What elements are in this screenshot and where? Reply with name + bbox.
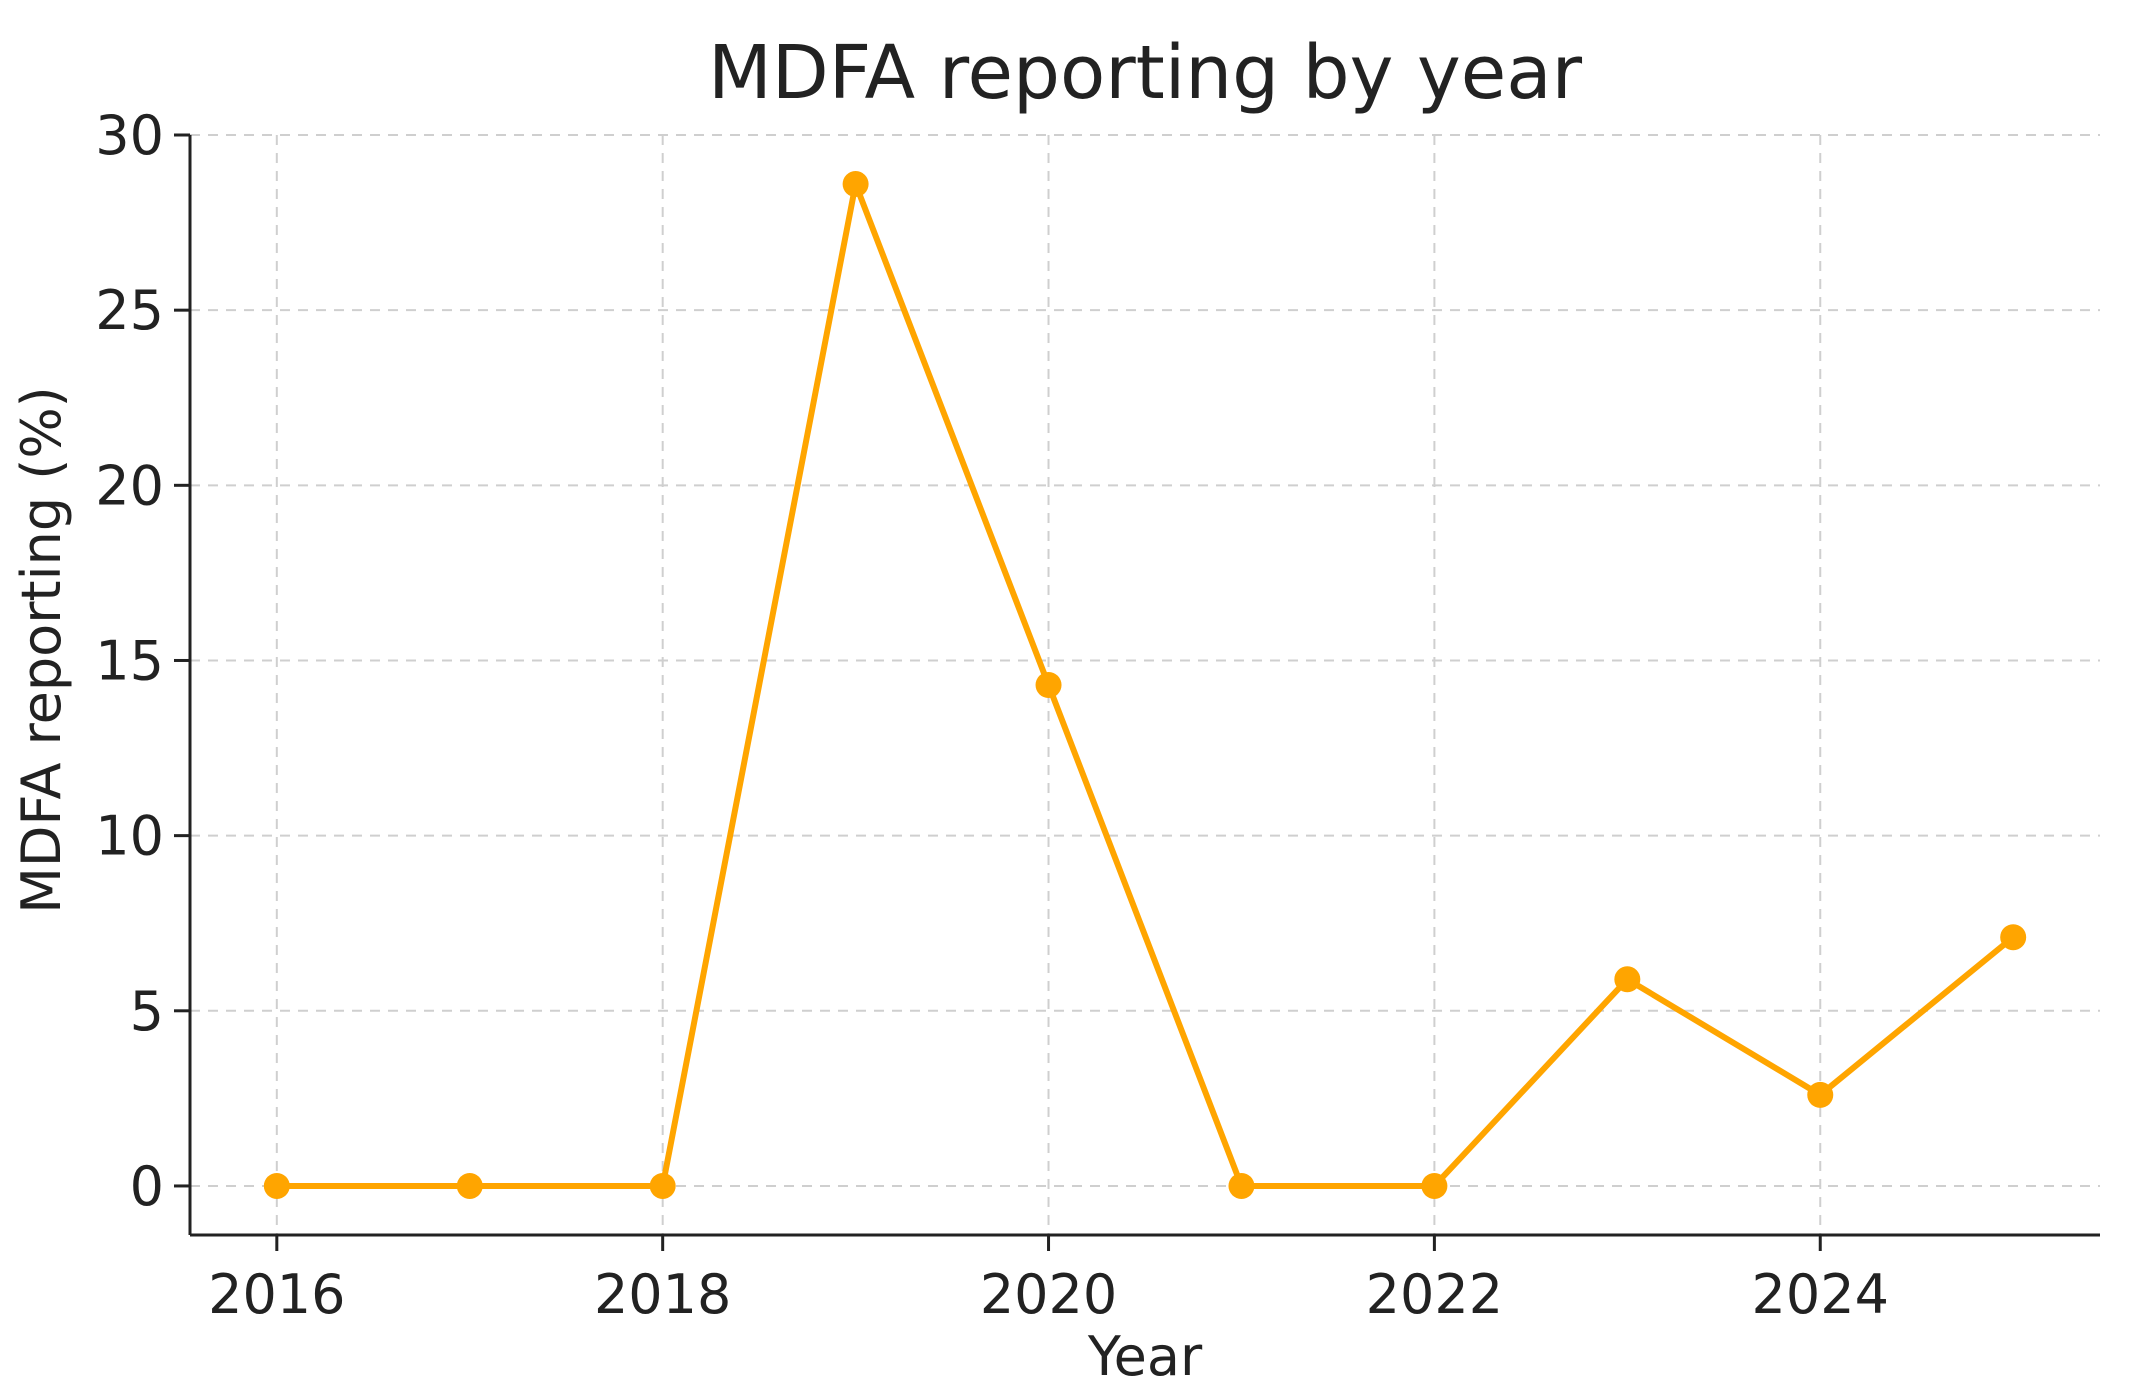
data-point-2025 xyxy=(2000,924,2027,951)
data-point-2024 xyxy=(1807,1081,1834,1108)
y-tick-label-2: 10 xyxy=(95,805,164,868)
x-tick-label-2: 2020 xyxy=(980,1263,1117,1326)
x-tick-label-0: 2016 xyxy=(208,1263,345,1326)
tick-labels: 0 5 10 15 20 25 30 2016 2018 2020 2022 2024 xyxy=(95,104,1889,1326)
y-tick-label-0: 0 xyxy=(130,1155,164,1218)
data-point-2022 xyxy=(1421,1172,1448,1199)
axes xyxy=(174,133,2100,1251)
series-group xyxy=(263,171,2027,1199)
y-axis-label: MDFA reporting (%) xyxy=(10,386,73,913)
x-tick-label-3: 2022 xyxy=(1366,1263,1503,1326)
x-tick-label-1: 2018 xyxy=(594,1263,731,1326)
y-tick-label-1: 5 xyxy=(130,980,164,1043)
grid xyxy=(190,134,2100,1235)
data-point-2021 xyxy=(1228,1172,1255,1199)
y-tick-label-5: 25 xyxy=(95,279,164,342)
data-point-2018 xyxy=(649,1172,676,1199)
data-point-2017 xyxy=(456,1172,483,1199)
data-point-2016 xyxy=(263,1172,290,1199)
y-tick-label-3: 15 xyxy=(95,629,164,692)
chart-title: MDFA reporting by year xyxy=(708,30,1583,116)
data-point-2019 xyxy=(842,171,869,198)
y-tick-label-4: 20 xyxy=(95,454,164,517)
x-tick-label-4: 2024 xyxy=(1752,1263,1889,1326)
data-point-2023 xyxy=(1614,966,1641,993)
y-tick-label-6: 30 xyxy=(95,104,164,167)
x-axis-label: Year xyxy=(1087,1325,1203,1379)
series-line-0 xyxy=(273,181,2017,1189)
data-point-2020 xyxy=(1035,672,1062,698)
